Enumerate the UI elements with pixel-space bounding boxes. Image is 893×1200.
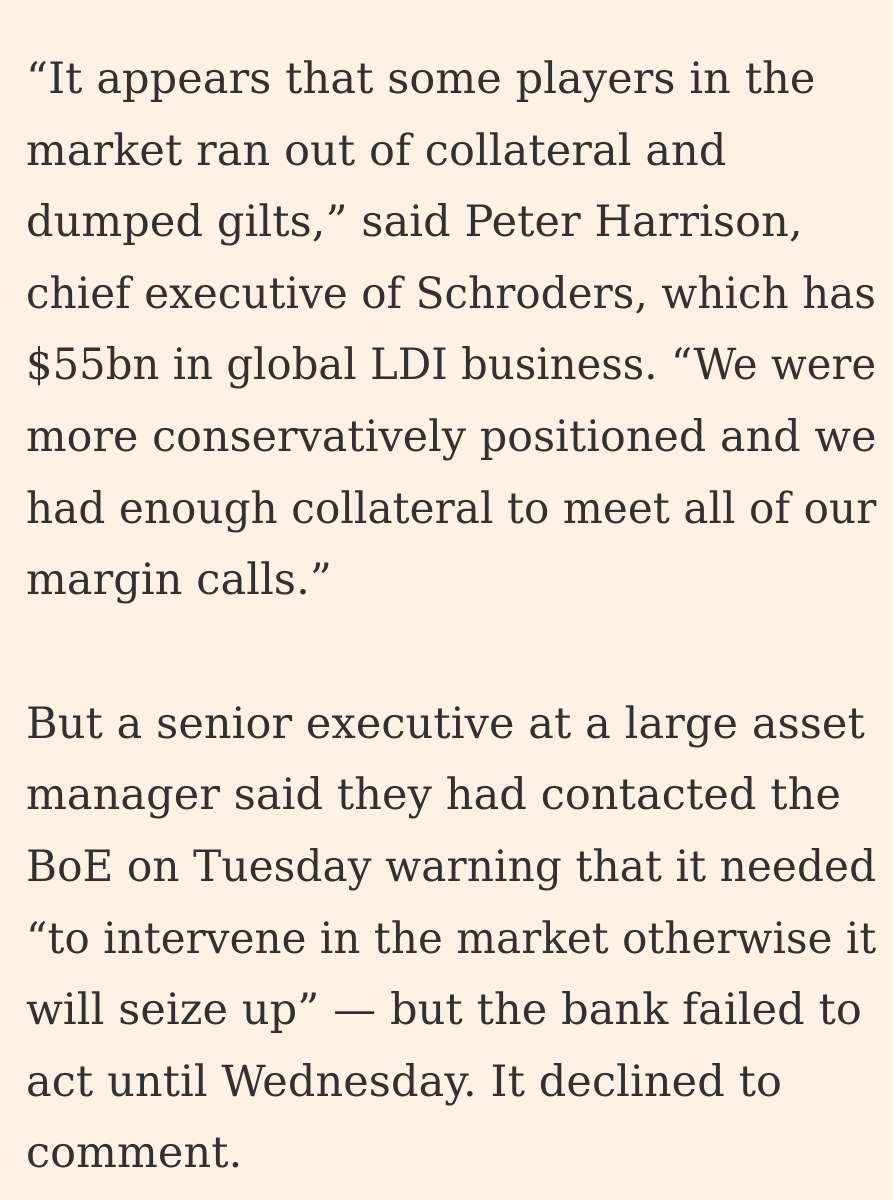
text-line: “to intervene in the market otherwise it [26, 913, 877, 964]
text-line: But a senior executive at a large asset [26, 698, 865, 749]
text-line: “It appears that some players in the [26, 54, 816, 104]
text-line: comment. [26, 1128, 243, 1179]
text-line: chief executive of Schroders, which has [26, 268, 877, 319]
text-line: will seize up” — but the bank failed to [26, 985, 862, 1036]
text-line: had enough collateral to meet all of our [26, 483, 877, 534]
paragraph-2: But a senior executive at a large asset … [26, 689, 876, 1190]
text-line: BoE on Tuesday warning that it needed [26, 841, 877, 892]
paragraph-1: “It appears that some players in the mar… [26, 44, 876, 617]
text-line: $55bn in global LDI business. “We were [26, 340, 877, 391]
text-line: act until Wednesday. It declined to [26, 1056, 782, 1107]
article-body: “It appears that some players in the mar… [26, 44, 876, 1190]
text-line: market ran out of collateral and [26, 125, 727, 176]
text-line: dumped gilts,” said Peter Harrison, [26, 197, 803, 248]
text-line: more conservatively positioned and we [26, 411, 877, 462]
text-line: margin calls.” [26, 555, 332, 606]
text-line: manager said they had contacted the [26, 770, 841, 821]
